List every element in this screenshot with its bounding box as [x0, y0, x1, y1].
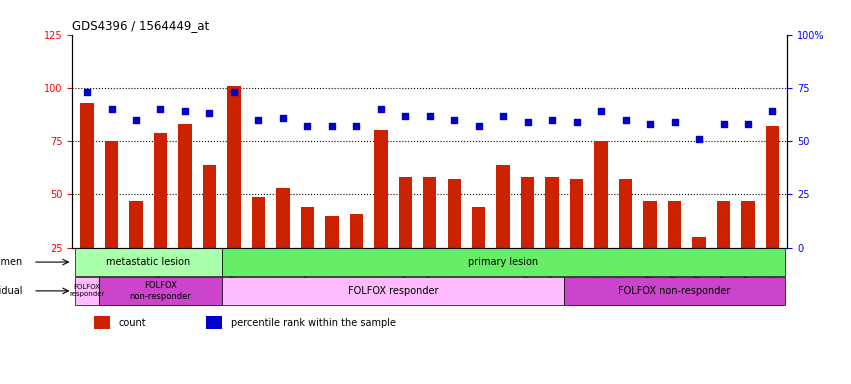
Text: percentile rank within the sample: percentile rank within the sample — [231, 318, 397, 328]
Bar — [105, 141, 118, 248]
Point — [300, 123, 314, 129]
Point — [105, 106, 118, 112]
Bar — [129, 201, 143, 248]
Point — [178, 108, 191, 114]
Bar — [325, 216, 339, 248]
Bar — [350, 214, 363, 248]
Bar — [545, 177, 559, 248]
Bar — [564, 277, 785, 305]
Bar — [94, 316, 110, 329]
Bar — [472, 207, 485, 248]
Bar — [300, 207, 314, 248]
Point — [129, 117, 143, 123]
Text: FOLFOX
responder: FOLFOX responder — [70, 285, 105, 297]
Text: metastatic lesion: metastatic lesion — [106, 257, 191, 267]
Point — [252, 117, 266, 123]
Point — [154, 106, 168, 112]
Bar — [570, 179, 584, 248]
Point — [374, 106, 387, 112]
Point — [496, 113, 510, 119]
Text: FOLFOX responder: FOLFOX responder — [348, 286, 438, 296]
Bar — [80, 103, 94, 248]
Bar — [221, 277, 564, 305]
Bar — [75, 248, 221, 276]
Point — [668, 119, 682, 125]
Point — [276, 114, 289, 121]
Bar — [276, 188, 289, 248]
Text: count: count — [119, 318, 146, 328]
Bar — [619, 179, 632, 248]
Bar — [227, 86, 241, 248]
Point — [766, 108, 780, 114]
Bar — [521, 177, 534, 248]
Point — [692, 136, 705, 142]
Bar — [643, 201, 657, 248]
Point — [350, 123, 363, 129]
Point — [423, 113, 437, 119]
Bar — [496, 165, 510, 248]
Point — [570, 119, 584, 125]
Bar — [207, 316, 222, 329]
Bar — [178, 124, 191, 248]
Bar — [398, 177, 412, 248]
Bar — [154, 132, 167, 248]
Point — [448, 117, 461, 123]
Bar — [374, 131, 387, 248]
Bar — [203, 165, 216, 248]
Bar — [717, 201, 730, 248]
Text: primary lesion: primary lesion — [468, 257, 539, 267]
Point — [203, 110, 216, 116]
Bar — [668, 201, 682, 248]
Bar — [594, 141, 608, 248]
Text: GDS4396 / 1564449_at: GDS4396 / 1564449_at — [72, 19, 209, 32]
Bar — [766, 126, 780, 248]
Point — [741, 121, 755, 127]
Bar — [423, 177, 437, 248]
Point — [545, 117, 559, 123]
Point — [594, 108, 608, 114]
Text: FOLFOX non-responder: FOLFOX non-responder — [619, 286, 731, 296]
Bar — [448, 179, 461, 248]
Bar — [75, 277, 100, 305]
Point — [398, 113, 412, 119]
Point — [80, 89, 94, 95]
Bar — [100, 277, 221, 305]
Point — [717, 121, 730, 127]
Text: individual: individual — [0, 286, 22, 296]
Bar — [741, 201, 755, 248]
Bar — [221, 248, 785, 276]
Bar — [693, 237, 705, 248]
Point — [619, 117, 632, 123]
Text: specimen: specimen — [0, 257, 22, 267]
Point — [643, 121, 657, 127]
Bar — [252, 197, 266, 248]
Point — [472, 123, 486, 129]
Point — [227, 89, 241, 95]
Point — [521, 119, 534, 125]
Text: FOLFOX
non-responder: FOLFOX non-responder — [129, 281, 191, 301]
Point — [325, 123, 339, 129]
